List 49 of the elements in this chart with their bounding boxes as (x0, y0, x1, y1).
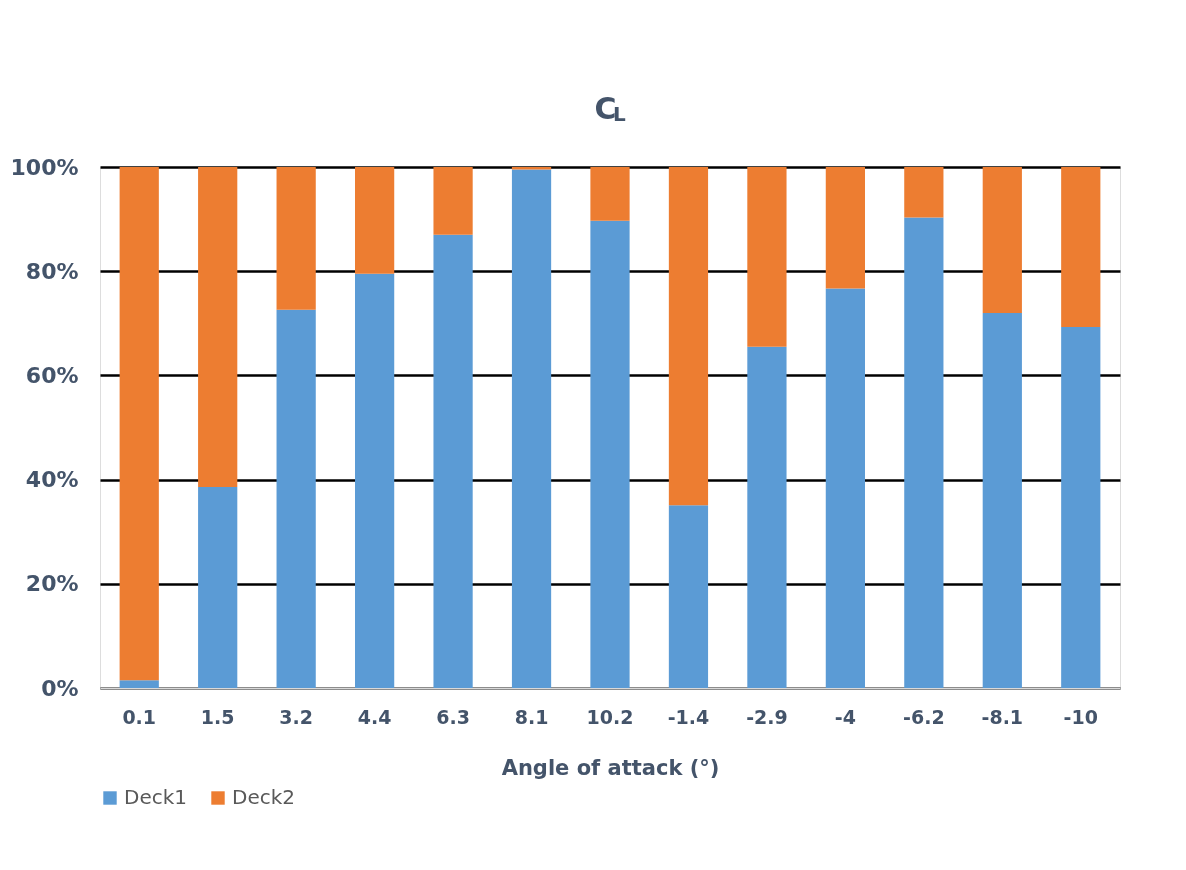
chart-title: CL (594, 91, 627, 126)
x-tick-label: 1.5 (200, 705, 235, 728)
bar (276, 167, 316, 310)
bar (511, 167, 552, 170)
bar (119, 680, 159, 688)
bar (668, 505, 709, 688)
bar (198, 486, 238, 688)
bar (1061, 167, 1101, 327)
bar (747, 346, 787, 688)
x-tick-label: 3.2 (279, 705, 313, 728)
bar (825, 288, 865, 688)
x-tick-label: -6.2 (903, 705, 945, 728)
bar (904, 217, 944, 688)
bar (1061, 326, 1101, 688)
bar (119, 167, 159, 681)
bar (904, 167, 944, 218)
bar (355, 273, 395, 688)
bar (982, 312, 1022, 688)
legend-label: Deck1 (124, 785, 188, 809)
x-tick-label: -4 (834, 705, 856, 728)
bar (511, 169, 552, 688)
bar (276, 309, 316, 688)
y-tick-label: 40% (25, 467, 79, 493)
bar (198, 167, 238, 487)
y-tick-label: 0% (41, 675, 79, 701)
legend-label: Deck2 (232, 785, 296, 809)
y-tick-label: 60% (25, 362, 79, 388)
x-tick-label: -8.1 (981, 705, 1024, 728)
bar (747, 167, 787, 347)
bar (825, 167, 865, 289)
x-tick-label: 8.1 (514, 705, 549, 728)
x-axis-title: Angle of attack (°) (501, 755, 720, 780)
x-tick-label: -2.9 (746, 705, 788, 728)
bar (355, 167, 395, 274)
bar (433, 167, 473, 235)
x-tick-label: 0.1 (122, 705, 157, 728)
y-tick-label: 100% (10, 154, 79, 180)
y-tick-label: 80% (25, 258, 79, 284)
bar (590, 167, 630, 221)
x-tick-label: 10.2 (586, 705, 634, 728)
x-tick-label: 4.4 (357, 705, 392, 728)
x-tick-label: -10 (1063, 705, 1098, 728)
x-tick-label: -1.4 (667, 705, 710, 728)
bar (982, 167, 1022, 313)
x-tick-label: 6.3 (436, 705, 470, 728)
bar (590, 220, 630, 688)
bar (433, 234, 473, 688)
y-tick-label: 20% (25, 571, 79, 597)
bar (668, 167, 709, 506)
